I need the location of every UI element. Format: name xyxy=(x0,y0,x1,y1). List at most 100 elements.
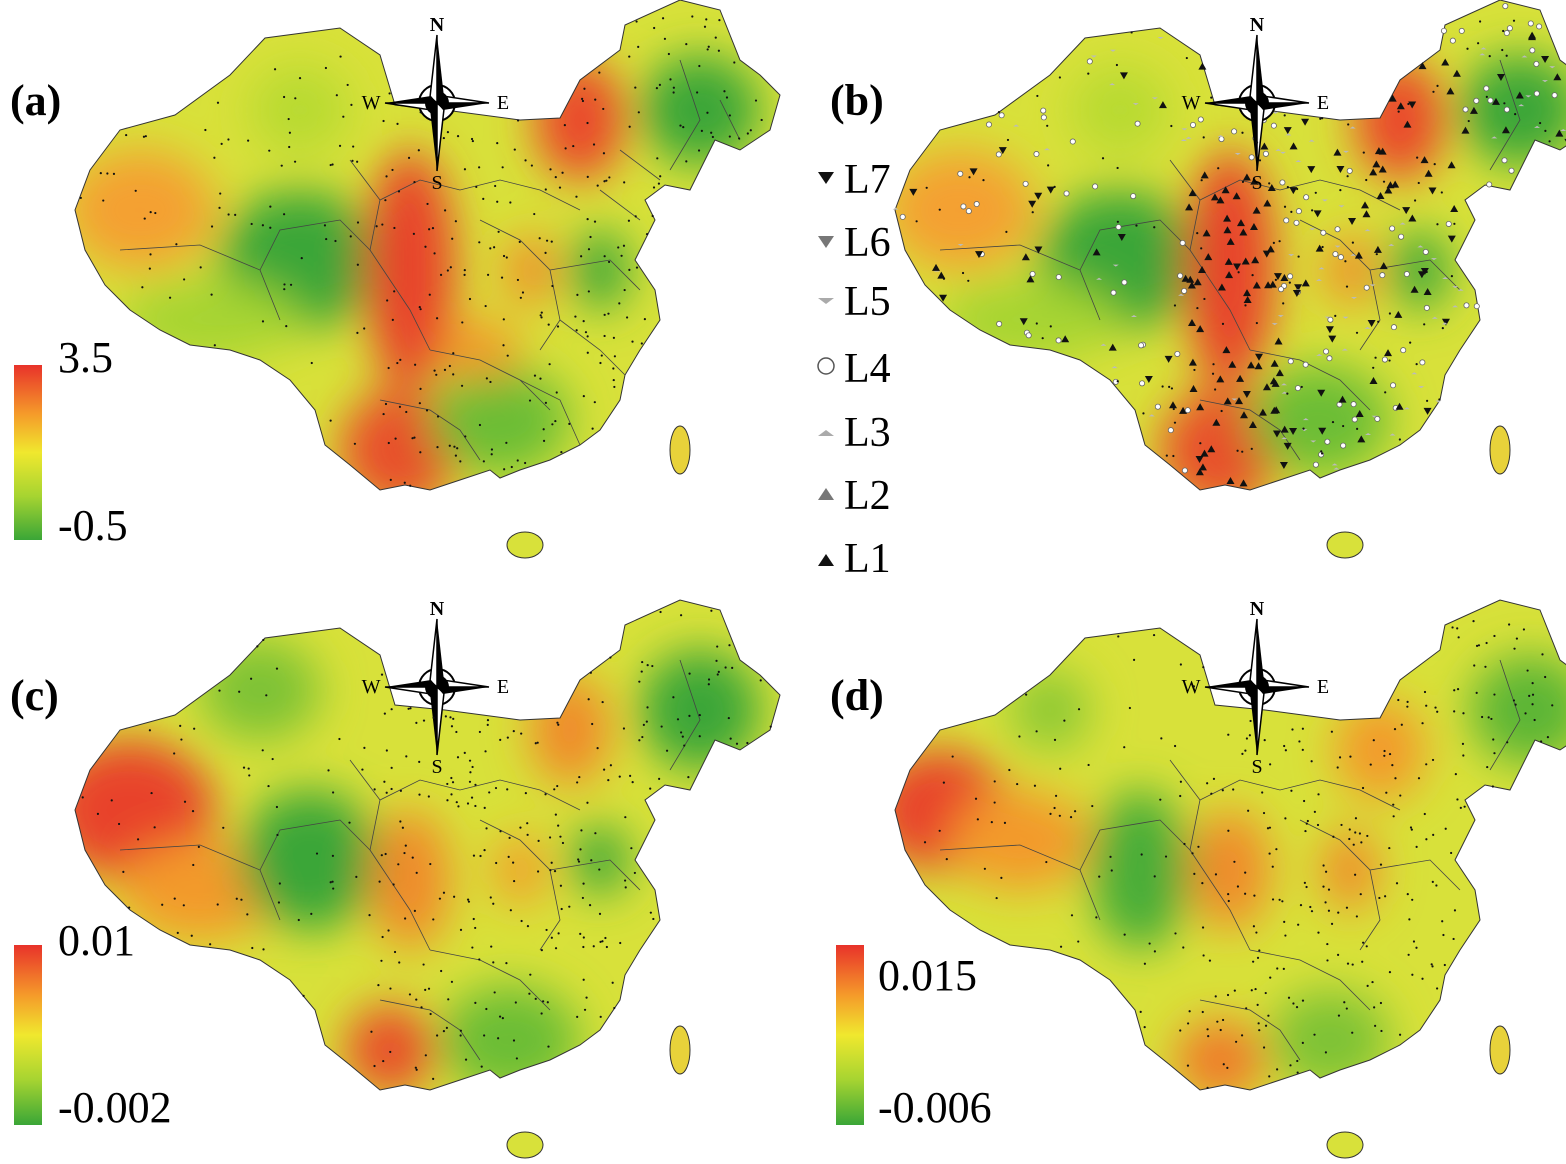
station-l4-marker xyxy=(1400,347,1407,354)
station-dot xyxy=(716,673,719,676)
station-dot xyxy=(1282,967,1285,970)
station-dot xyxy=(596,184,599,187)
station-l5-marker xyxy=(1090,55,1097,58)
compass-rose-icon: NSW E xyxy=(1182,14,1330,194)
station-dot xyxy=(96,812,100,815)
station-l1-marker xyxy=(1373,245,1382,253)
station-dot xyxy=(240,898,243,901)
station-dot xyxy=(657,182,661,185)
station-dot xyxy=(710,131,713,134)
station-dot xyxy=(283,288,286,291)
station-l1-marker xyxy=(1187,281,1196,289)
station-dot xyxy=(1206,1086,1209,1089)
station-dot xyxy=(617,246,620,249)
station-dot xyxy=(261,224,264,227)
station-dot xyxy=(1172,454,1175,458)
station-dot xyxy=(459,1034,462,1037)
station-dot xyxy=(649,911,652,914)
station-dot xyxy=(529,973,532,976)
station-l1-marker xyxy=(1361,201,1370,209)
station-dot xyxy=(331,854,334,857)
station-dot xyxy=(1291,728,1294,731)
station-dot xyxy=(1397,698,1400,702)
station-l1-marker xyxy=(1262,383,1271,391)
station-dot xyxy=(698,64,701,68)
station-dot xyxy=(1241,180,1245,183)
station-dot xyxy=(297,918,300,922)
station-dot xyxy=(262,948,265,951)
station-l7-marker xyxy=(939,294,948,302)
station-dot xyxy=(1431,758,1435,762)
station-dot xyxy=(413,436,416,439)
station-l5-marker xyxy=(1301,429,1308,432)
station-dot xyxy=(277,901,281,904)
station-dot xyxy=(638,680,641,683)
station-dot xyxy=(1168,385,1171,389)
station-dot xyxy=(294,97,297,100)
station-dot xyxy=(1296,1071,1299,1074)
china-outline xyxy=(894,599,1566,1091)
station-dot xyxy=(508,836,511,839)
station-l1-marker xyxy=(1200,449,1209,457)
station-dot xyxy=(1492,738,1495,741)
station-dot xyxy=(586,218,589,221)
station-dot xyxy=(600,354,603,357)
station-dot xyxy=(1383,754,1386,757)
hainan-island xyxy=(506,531,544,559)
station-dot xyxy=(556,784,559,788)
station-dot xyxy=(1379,1001,1383,1005)
station-dot xyxy=(251,946,254,950)
station-l1-marker xyxy=(1369,168,1378,176)
station-dot xyxy=(1008,768,1011,772)
station-l1-marker xyxy=(1491,97,1500,105)
station-dot xyxy=(1346,962,1350,965)
station-level-legend: L7 L6 L5 L4 L3 L2 L1 xyxy=(817,157,891,582)
station-dot xyxy=(1244,749,1247,752)
station-dot xyxy=(1069,816,1073,819)
station-dot xyxy=(1193,368,1196,372)
station-dot xyxy=(332,791,335,794)
station-dot xyxy=(338,737,341,741)
station-dot xyxy=(1378,896,1381,900)
station-dot xyxy=(672,696,675,699)
station-dot xyxy=(1531,681,1534,685)
station-l3-marker xyxy=(1333,467,1340,470)
station-dot xyxy=(391,318,394,321)
station-dot xyxy=(464,1058,468,1061)
station-l7-marker xyxy=(1292,290,1301,298)
station-dot xyxy=(665,749,669,752)
station-l1-marker xyxy=(1264,281,1273,289)
station-dot xyxy=(1475,644,1479,647)
station-markers xyxy=(892,3,1566,487)
station-dot xyxy=(1344,260,1347,263)
station-dot xyxy=(1432,90,1435,93)
panel-a-scale-max: 3.5 xyxy=(58,333,113,382)
station-dot xyxy=(1322,864,1325,867)
station-dot xyxy=(478,166,481,169)
station-dot xyxy=(417,149,420,152)
station-dot xyxy=(1227,899,1230,903)
hainan-island xyxy=(506,1131,544,1159)
station-dot xyxy=(1330,730,1333,733)
station-dot xyxy=(182,904,185,907)
station-dot xyxy=(510,465,513,469)
station-l3-marker xyxy=(892,207,899,210)
station-l4-marker xyxy=(1262,150,1269,157)
station-dot xyxy=(261,320,265,323)
station-dot xyxy=(389,987,392,990)
station-dot xyxy=(393,290,396,293)
station-l3-marker xyxy=(1180,139,1187,142)
station-l3-marker xyxy=(1441,322,1448,325)
station-dot xyxy=(1297,923,1300,926)
station-dot xyxy=(1268,1075,1271,1078)
station-dot xyxy=(1070,914,1074,917)
station-dot xyxy=(499,738,502,741)
station-l5-marker xyxy=(1151,97,1158,100)
station-dot xyxy=(1388,752,1392,756)
station-dot xyxy=(718,18,721,22)
station-dot xyxy=(1369,763,1372,766)
station-l4-marker xyxy=(1063,190,1070,197)
station-dot xyxy=(607,260,611,264)
station-l4-marker xyxy=(1055,337,1062,344)
station-dot xyxy=(1316,823,1320,827)
